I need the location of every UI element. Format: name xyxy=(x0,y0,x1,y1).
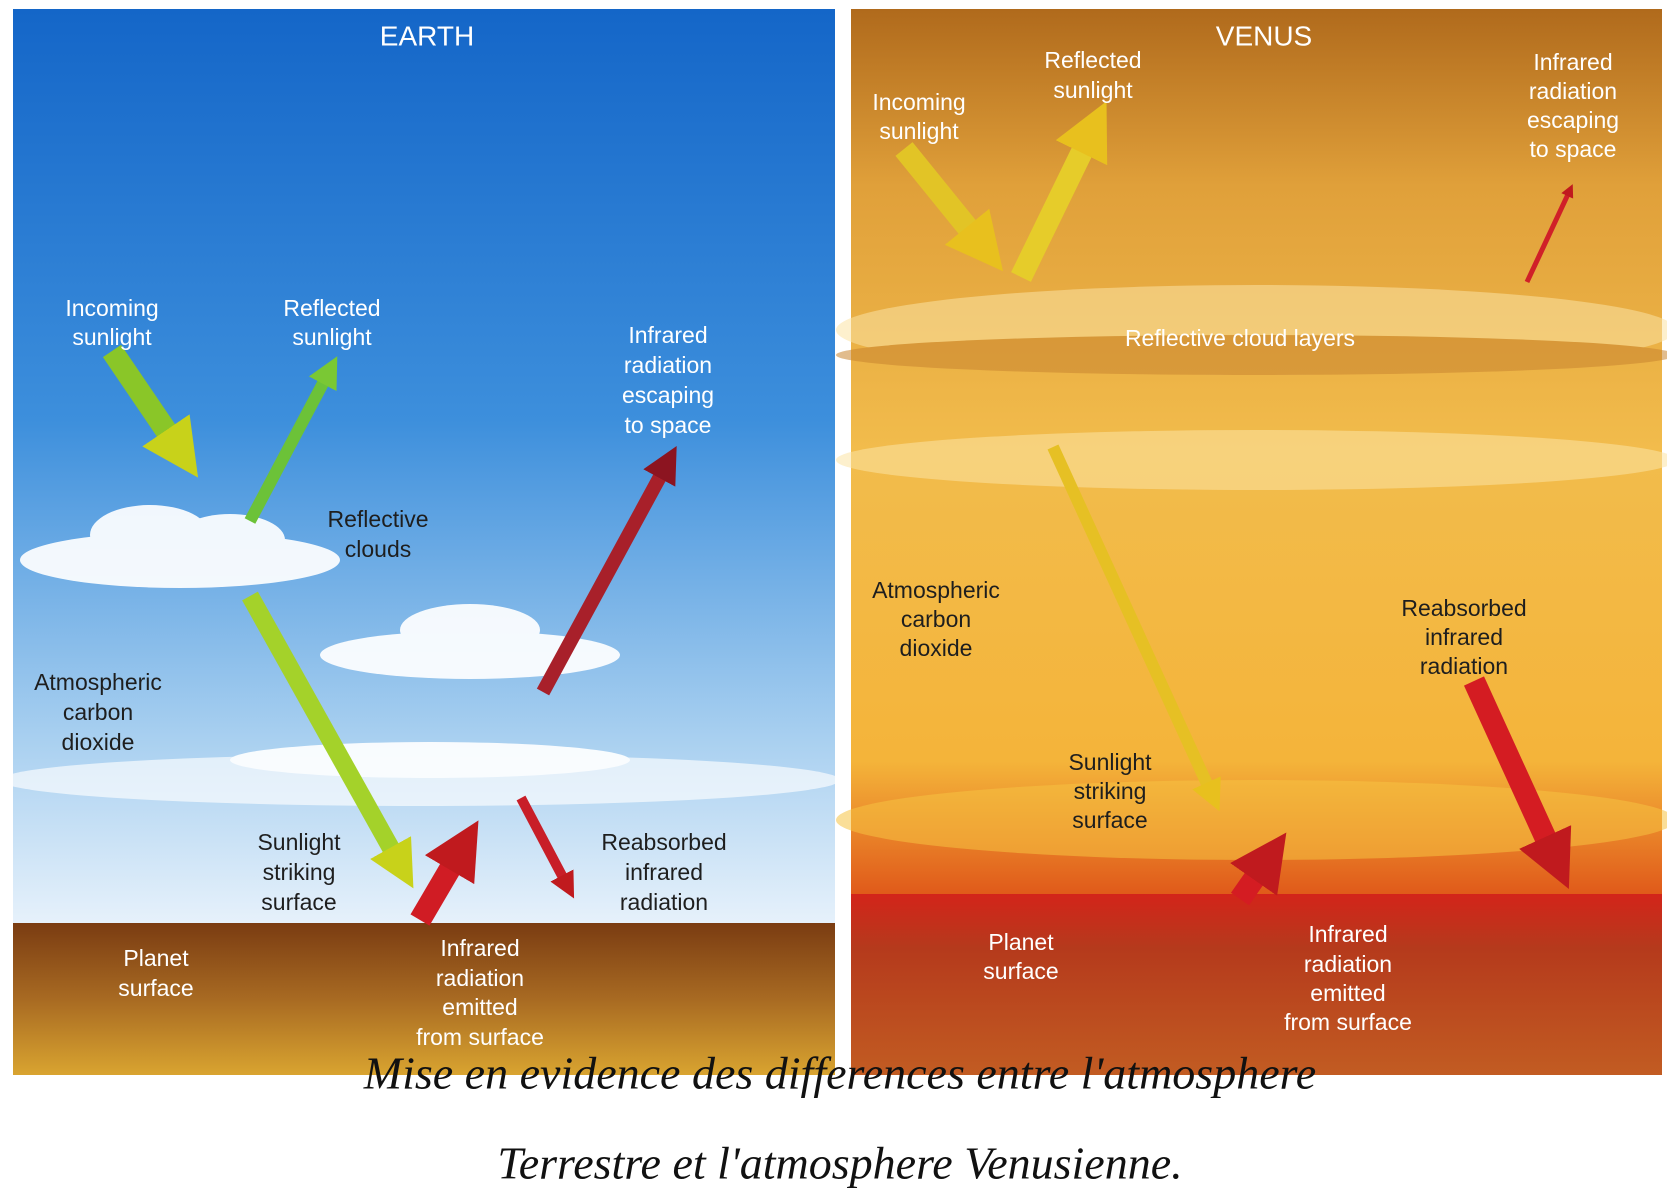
venus-arrows xyxy=(895,101,1574,906)
label: Infrared xyxy=(628,322,707,348)
venus-ground xyxy=(851,894,1662,1075)
label: dioxide xyxy=(62,729,135,755)
label: Planet xyxy=(123,945,189,971)
label: to space xyxy=(1530,136,1617,162)
label: radiation xyxy=(436,965,524,991)
label: carbon xyxy=(63,699,133,725)
caption-line: Mise en evidence des differences entre l… xyxy=(363,1048,1316,1099)
label: Infrared xyxy=(440,935,519,961)
label: radiation xyxy=(1529,78,1617,104)
label: radiation xyxy=(1420,653,1508,679)
label: infrared xyxy=(625,859,703,885)
label: clouds xyxy=(345,536,411,562)
label: Reflected xyxy=(1044,47,1141,73)
label: radiation xyxy=(1304,951,1392,977)
label: striking xyxy=(263,859,336,885)
label: to space xyxy=(625,412,712,438)
label: sunlight xyxy=(1053,77,1133,103)
earth-panel: EARTH Incoming sunlight Reflected sunlig… xyxy=(0,9,840,1075)
label: surface xyxy=(261,889,336,915)
label: Reabsorbed xyxy=(601,829,726,855)
label: carbon xyxy=(901,606,971,632)
earth-arrows xyxy=(102,344,677,926)
label: radiation xyxy=(620,889,708,915)
label: from surface xyxy=(416,1024,544,1050)
label: Reflective xyxy=(328,506,429,532)
label: sunlight xyxy=(879,118,959,144)
earth-labels: Incoming sunlight Reflected sunlight Inf… xyxy=(34,295,727,1050)
label: Atmospheric xyxy=(872,577,1000,603)
caption-line: Terrestre et l'atmosphere Venusienne. xyxy=(497,1138,1182,1189)
venus-panel: VENUS Incoming sunlight Reflected sunlig… xyxy=(836,9,1667,1075)
label: Sunlight xyxy=(1068,749,1152,775)
label: surface xyxy=(118,975,193,1001)
label: emitted xyxy=(1310,980,1385,1006)
venus-title: VENUS xyxy=(1216,20,1312,51)
label: Reflective cloud layers xyxy=(1125,325,1355,351)
label: infrared xyxy=(1425,624,1503,650)
label: radiation xyxy=(624,352,712,378)
earth-title: EARTH xyxy=(380,20,474,51)
label: surface xyxy=(983,958,1058,984)
label: Infrared xyxy=(1308,921,1387,947)
label: from surface xyxy=(1284,1009,1412,1035)
label: Reabsorbed xyxy=(1401,595,1526,621)
label: sunlight xyxy=(292,324,372,350)
label: Reflected xyxy=(283,295,380,321)
venus-clouds xyxy=(836,285,1667,860)
label: Atmospheric xyxy=(34,669,162,695)
label: Incoming xyxy=(65,295,158,321)
earth-ground xyxy=(13,923,835,1075)
label: Infrared xyxy=(1533,49,1612,75)
label: escaping xyxy=(622,382,714,408)
label: emitted xyxy=(442,994,517,1020)
label: dioxide xyxy=(900,635,973,661)
label: striking xyxy=(1074,778,1147,804)
label: sunlight xyxy=(72,324,152,350)
label: surface xyxy=(1072,807,1147,833)
label: Incoming xyxy=(872,89,965,115)
label: Sunlight xyxy=(257,829,341,855)
caption-area xyxy=(0,1075,1667,1198)
label: escaping xyxy=(1527,107,1619,133)
venus-labels: Incoming sunlight Reflected sunlight Inf… xyxy=(872,47,1619,1035)
label: Planet xyxy=(988,929,1054,955)
